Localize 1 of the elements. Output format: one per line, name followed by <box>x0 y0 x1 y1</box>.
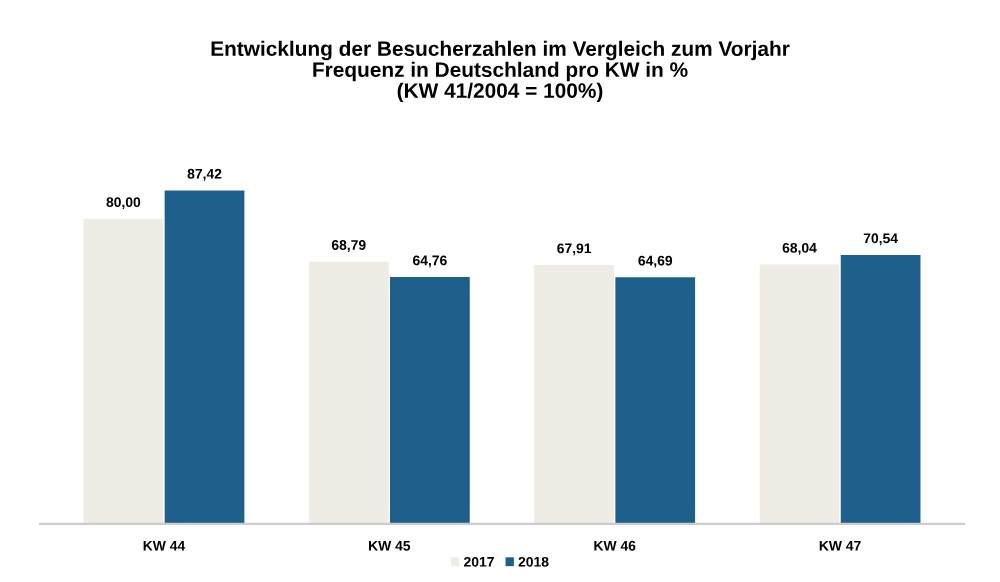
chart-title: Entwicklung der Besucherzahlen im Vergleich zum Vorjahr Frequenz in Deutschland pro KW in % (KW 41/2004 = 100%) <box>211 40 790 103</box>
